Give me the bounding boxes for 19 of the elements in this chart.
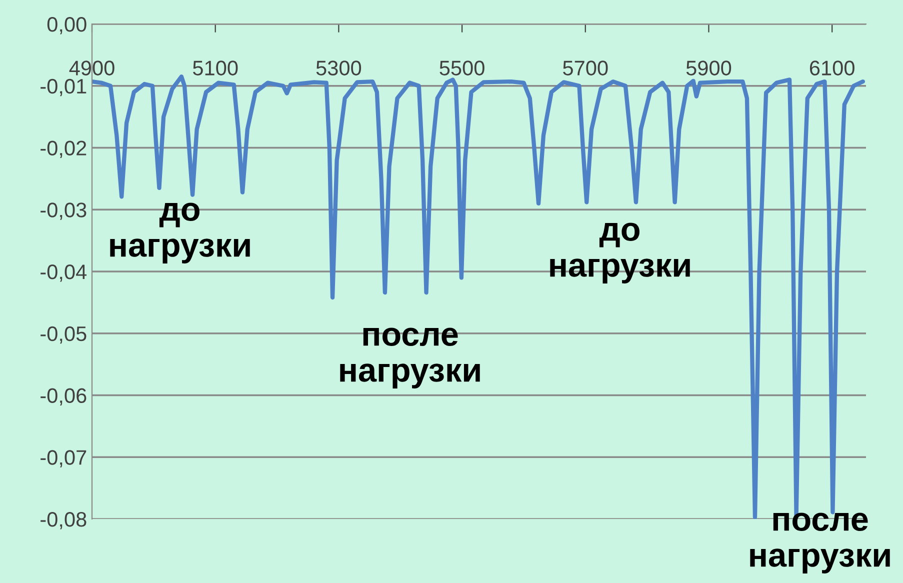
x-tick-label: 5700	[563, 60, 608, 76]
annotation: после нагрузки	[750, 512, 890, 574]
y-tick-label: -0,02	[40, 140, 86, 158]
x-tick-label: 5500	[440, 60, 484, 76]
x-tick-label: 5100	[193, 60, 238, 76]
y-tick-label: -0,03	[40, 202, 86, 220]
x-tick-label: 5900	[686, 60, 732, 76]
x-tick-label: 5300	[316, 60, 362, 76]
y-tick-label: -0,06	[40, 388, 86, 406]
y-tick-label: -0,08	[40, 512, 86, 530]
annotation: после нагрузки	[340, 328, 480, 388]
annotation: до нагрузки	[110, 202, 250, 264]
y-tick-label: -0,04	[40, 264, 87, 282]
annotation: до нагрузки	[550, 222, 690, 284]
y-tick-label: -0,05	[40, 326, 86, 344]
y-tick-label: -0,07	[40, 450, 86, 468]
y-tick-label: -0,01	[40, 78, 86, 96]
y-tick-label: 0,00	[47, 17, 86, 34]
x-tick-label: 6100	[810, 60, 854, 76]
